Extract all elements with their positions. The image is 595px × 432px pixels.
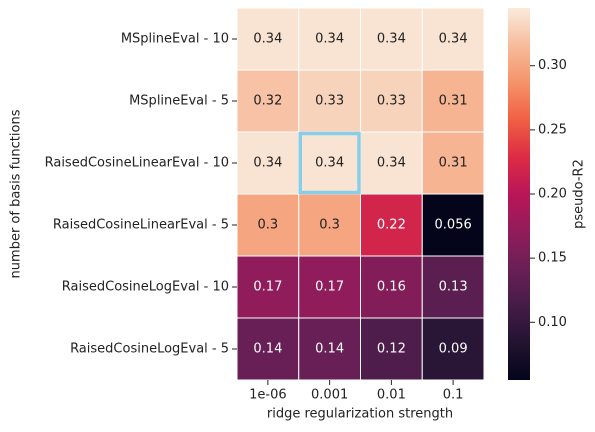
cell-label: 0.17: [315, 280, 344, 295]
cell-label: 0.22: [377, 218, 406, 233]
cell-label: 0.33: [377, 94, 406, 109]
colorbar-tick-label: 0.20: [538, 187, 567, 202]
y-tick-label: RaisedCosineLinearEval - 5: [53, 218, 229, 233]
colorbar-tick-label: 0.25: [538, 122, 567, 137]
cell-label: 0.14: [253, 342, 282, 357]
x-tick-label: 0.1: [443, 388, 464, 403]
heatmap-cell: [236, 7, 300, 71]
heatmap-cell: [421, 317, 485, 381]
cell-label: 0.34: [377, 32, 406, 47]
heatmap-cell: [298, 69, 361, 133]
cell-label: 0.34: [439, 32, 468, 47]
cell-label: 0.34: [315, 156, 344, 171]
heatmap-cell: [298, 131, 361, 195]
heatmap-cell: [421, 255, 485, 319]
heatmap-cell: [421, 7, 485, 71]
cell-label: 0.34: [253, 32, 282, 47]
heatmap-cell: [421, 193, 485, 257]
cell-label: 0.34: [253, 156, 282, 171]
cell-label: 0.3: [258, 218, 279, 233]
colorbar-tick-label: 0.10: [538, 315, 567, 330]
y-tick-label: RaisedCosineLinearEval - 10: [45, 156, 229, 171]
cell-label: 0.16: [377, 280, 406, 295]
heatmap-cell: [360, 317, 423, 381]
cell-label: 0.056: [435, 218, 472, 233]
cell-label: 0.13: [439, 280, 468, 295]
cell-label: 0.12: [377, 342, 406, 357]
heatmap-cell: [421, 69, 485, 133]
cell-label: 0.09: [439, 342, 468, 357]
colorbar-tick-label: 0.30: [538, 58, 567, 73]
colorbar: [508, 8, 530, 380]
cell-label: 0.32: [253, 94, 282, 109]
y-tick-label: MSplineEval - 10: [121, 32, 229, 47]
cell-label: 0.31: [439, 156, 468, 171]
colorbar-tick-label: 0.15: [538, 251, 567, 266]
cell-label: 0.17: [253, 280, 282, 295]
heatmap-cell: [236, 317, 300, 381]
heatmap-cell: [360, 7, 423, 71]
highlight-box: [298, 131, 361, 195]
cell-label: 0.34: [315, 32, 344, 47]
heatmap-cell: [298, 255, 361, 319]
x-tick-label: 1e-06: [249, 388, 287, 403]
heatmap-cell: [298, 317, 361, 381]
colorbar-label: pseudo-R2: [572, 159, 587, 229]
y-tick-label: RaisedCosineLogEval - 5: [70, 342, 229, 357]
heatmap-cell: [360, 255, 423, 319]
cell-label: 0.34: [377, 156, 406, 171]
y-tick-label: RaisedCosineLogEval - 10: [62, 280, 229, 295]
heatmap-cell: [421, 131, 485, 195]
cell-label: 0.33: [315, 94, 344, 109]
cell-label: 0.31: [439, 94, 468, 109]
y-axis-label: number of basis functions: [9, 109, 24, 278]
y-tick-label: MSplineEval - 5: [129, 94, 229, 109]
x-tick-label: 0.001: [311, 388, 348, 403]
heatmap-cell: [298, 7, 361, 71]
x-tick-label: 0.01: [377, 388, 406, 403]
cell-label: 0.14: [315, 342, 344, 357]
x-axis-label: ridge regularization strength: [267, 407, 453, 422]
cell-label: 0.3: [319, 218, 340, 233]
